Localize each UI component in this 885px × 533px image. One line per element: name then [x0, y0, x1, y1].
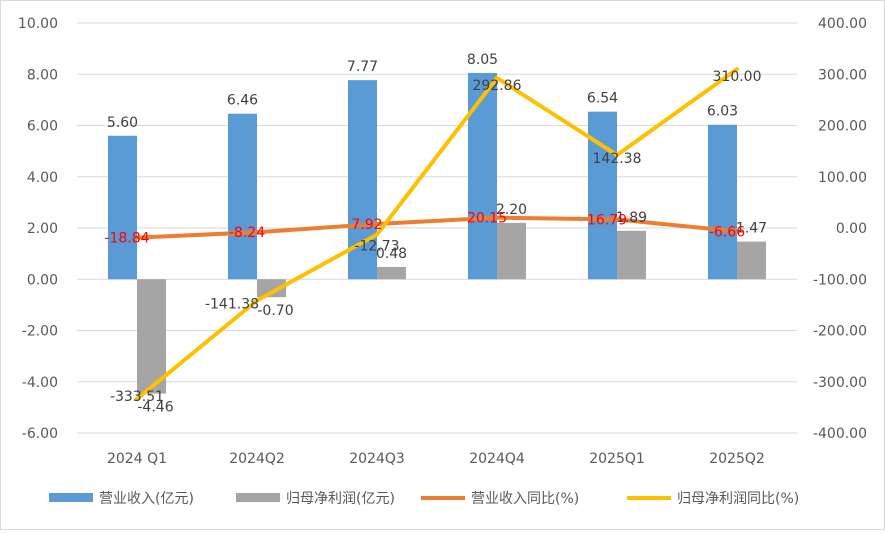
- bar-net-profit: [257, 279, 286, 298]
- axis-layer: -6.00 -4.00 -2.00 0.00 2.00 4.00 6.00 8.00 10.00…: [18, 16, 867, 467]
- x-axis-tick: 2025Q1: [589, 451, 645, 467]
- right-axis-tick: -200.00: [813, 324, 867, 340]
- right-axis-tick: 300.00: [818, 67, 867, 83]
- legend-swatch: [236, 493, 280, 502]
- bar-net-profit: [137, 279, 166, 394]
- right-axis-tick: 400.00: [818, 16, 867, 32]
- bar-data-label: -0.70: [257, 303, 293, 319]
- right-axis-tick: 100.00: [818, 170, 867, 186]
- x-axis-tick: 2024 Q1: [107, 451, 167, 467]
- label-layer: 5.60 6.46 7.77 8.05 6.54 6.03 -4.46 -0.70 0.48 2.…: [104, 52, 767, 416]
- bar-revenue: [588, 111, 617, 280]
- bar-net-profit: [737, 241, 766, 280]
- bar-revenue: [708, 124, 737, 280]
- x-axis-tick: 2024Q3: [349, 451, 405, 467]
- bar-data-label: 5.60: [107, 115, 138, 131]
- line-data-label: 20.15: [467, 211, 507, 227]
- legend-label: 营业收入(亿元): [99, 491, 194, 507]
- legend-label: 营业收入同比(%): [471, 491, 579, 507]
- left-axis-tick: -6.00: [22, 426, 58, 442]
- line-data-label: 310.00: [713, 69, 762, 85]
- bar-data-label: 7.77: [347, 59, 378, 75]
- legend-label: 归母净利润(亿元): [286, 490, 395, 507]
- x-axis-tick: 2024Q2: [229, 451, 285, 467]
- right-axis-tick: 200.00: [818, 119, 867, 135]
- line-data-label: 16.79: [587, 212, 627, 228]
- bar-data-label: 8.05: [467, 52, 498, 68]
- bar-data-label: 2.20: [496, 202, 527, 218]
- line-data-label: 292.86: [473, 78, 522, 94]
- legend-label: 归母净利润同比(%): [677, 490, 799, 507]
- bar-data-label: 6.46: [227, 93, 258, 109]
- line-data-label: -333.51: [110, 389, 164, 405]
- right-axis-tick: -100.00: [813, 272, 867, 288]
- left-axis-tick: 0.00: [27, 272, 58, 288]
- bar-data-label: 6.54: [587, 91, 618, 107]
- line-data-label: -8.24: [229, 225, 265, 241]
- line-data-label: -6.66: [709, 224, 745, 240]
- bar-data-label: -4.46: [137, 400, 173, 416]
- x-axis-tick: 2024Q4: [469, 451, 525, 467]
- left-axis-tick: 6.00: [27, 119, 58, 135]
- bar-data-label: 0.48: [376, 246, 407, 262]
- line-data-label: -12.73: [354, 239, 399, 255]
- bar-revenue: [228, 113, 257, 280]
- bar-data-label: 1.89: [616, 210, 647, 226]
- legend-swatch: [49, 493, 93, 502]
- right-axis-tick: 0.00: [836, 221, 867, 237]
- bar-net-profit: [497, 222, 526, 280]
- line-data-label: -141.38: [205, 296, 259, 312]
- bar-revenue: [108, 135, 137, 280]
- line-layer: [135, 67, 739, 401]
- line-data-label: -18.84: [104, 231, 149, 247]
- bar-net-profit: [617, 230, 646, 280]
- bar-data-label: 6.03: [707, 104, 738, 120]
- line-data-label: 142.38: [593, 151, 642, 167]
- left-axis-tick: 2.00: [27, 221, 58, 237]
- left-axis-tick: 4.00: [27, 170, 58, 186]
- line-data-label: 7.92: [351, 217, 382, 233]
- legend-layer: 营业收入(亿元) 归母净利润(亿元) 营业收入同比(%) 归母净利润同比(%): [49, 490, 799, 507]
- bar-net-profit: [377, 266, 406, 280]
- left-axis-tick: 8.00: [27, 67, 58, 83]
- left-axis-tick: 10.00: [18, 16, 58, 32]
- line-revenue-yoy: [135, 215, 739, 240]
- grid-layer: [77, 22, 797, 434]
- left-axis-tick: -2.00: [22, 324, 58, 340]
- bar-revenue: [468, 72, 497, 280]
- left-axis-tick: -4.00: [22, 375, 58, 391]
- right-axis-tick: -400.00: [813, 426, 867, 442]
- line-net-profit-yoy: [135, 67, 739, 401]
- bar-data-label: 1.47: [736, 221, 767, 237]
- x-axis-tick: 2025Q2: [709, 451, 765, 467]
- right-axis-tick: -300.00: [813, 375, 867, 391]
